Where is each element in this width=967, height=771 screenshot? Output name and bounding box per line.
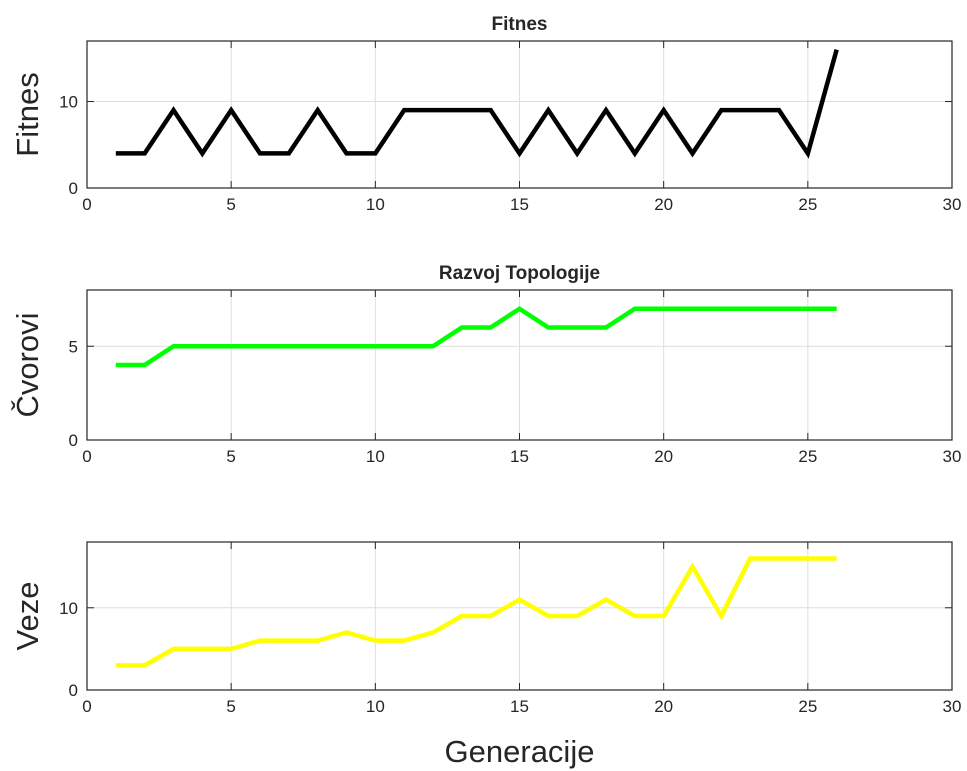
- c0-y-axis-label: Fitnes: [10, 72, 45, 156]
- c0-x-tick-label-3: 15: [510, 195, 529, 214]
- chart-veze: 0 5 10 15 20 25 30 0 10 Veze Generacije: [10, 541, 962, 769]
- c1-y-axis-label: Čvorovi: [10, 312, 45, 417]
- c1-x-tick-label-0: 0: [82, 447, 91, 466]
- c1-title: Razvoj Topologije: [439, 263, 600, 284]
- c2-x-tick-label-5: 25: [798, 697, 817, 716]
- c2-y-axis-label: Veze: [10, 582, 45, 651]
- c1-series-line-0: [115, 306, 837, 368]
- chart-fitnes: 0 5 10 15 20 25 30 0 10 Fitnes Fitnes: [10, 14, 961, 214]
- c0-y-tick-label-1: 10: [59, 93, 78, 112]
- c0-x-tick-label-4: 20: [654, 195, 673, 214]
- c0-x-tick-label-5: 25: [798, 195, 817, 214]
- c0-x-tick-label-2: 10: [366, 195, 385, 214]
- c0-x-tick-label-0: 0: [82, 195, 91, 214]
- c2-y-tick-label-1: 10: [59, 599, 78, 618]
- c2-x-tick-label-4: 20: [654, 697, 673, 716]
- c0-title: Fitnes: [492, 14, 548, 35]
- c1-x-tick-label-1: 5: [226, 447, 235, 466]
- c0-y-tick-label-0: 0: [69, 179, 78, 198]
- c1-y-tick-label-1: 5: [69, 337, 78, 356]
- c1-x-tick-label-4: 20: [654, 447, 673, 466]
- c1-y-tick-label-0: 0: [69, 431, 78, 450]
- c2-x-tick-label-1: 5: [226, 697, 235, 716]
- c1-x-tick-label-5: 25: [798, 447, 817, 466]
- c2-x-tick-label-3: 15: [510, 697, 529, 716]
- c0-x-tick-label-6: 30: [943, 195, 962, 214]
- c1-x-tick-label-2: 10: [366, 447, 385, 466]
- c0-x-tick-label-1: 5: [226, 195, 235, 214]
- chart-razvoj-topologije: 0 5 10 15 20 25 30 0 5 Razvoj Topologije Čvorovi: [10, 263, 961, 466]
- c2-y-tick-label-0: 0: [69, 681, 78, 700]
- c2-x-axis-label: Generacije: [445, 734, 595, 769]
- c2-x-tick-label-6: 30: [943, 697, 962, 716]
- c1-x-tick-label-3: 15: [510, 447, 529, 466]
- c0-series-line-0: [115, 49, 839, 159]
- c2-x-tick-label-2: 10: [366, 697, 385, 716]
- c1-x-tick-label-6: 30: [943, 447, 962, 466]
- c2-series-line-0: [115, 556, 837, 668]
- c2-x-tick-label-0: 0: [82, 697, 91, 716]
